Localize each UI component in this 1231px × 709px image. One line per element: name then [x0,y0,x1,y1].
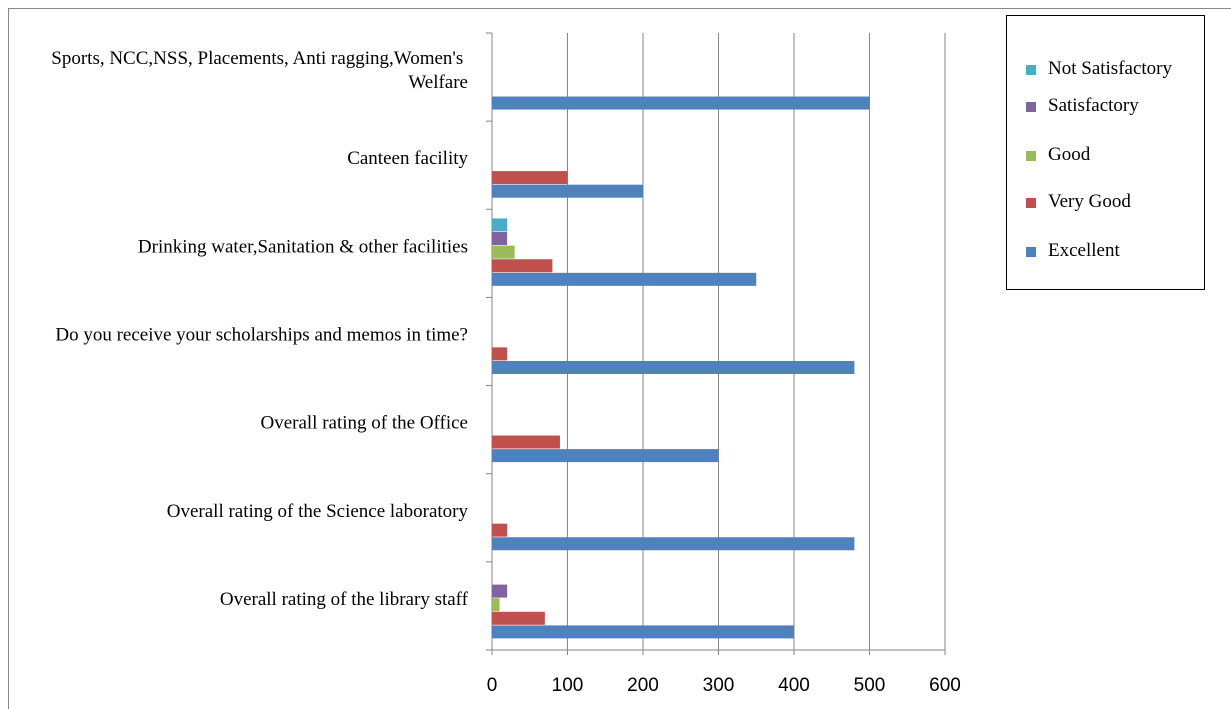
category-label: Do you receive your scholarships and mem… [55,325,468,346]
bar [492,232,508,246]
legend-swatch [1026,65,1036,75]
frame [8,8,1231,709]
bar [492,435,560,449]
x-tick-label: 300 [703,675,735,696]
bar [492,611,545,625]
category-label: Overall rating of the library staff [220,589,469,610]
category-label: Canteen facility [347,149,468,170]
bar [492,171,568,185]
bar [492,245,515,259]
bar [492,259,553,273]
bar [492,184,643,198]
legend-box [1006,15,1205,290]
legend-label: Excellent [1048,240,1120,261]
legend-swatch [1026,102,1036,112]
bar [492,537,855,551]
legend-label: Very Good [1048,191,1131,212]
x-tick-label: 400 [778,675,810,696]
bar [492,218,508,232]
bar [492,584,508,598]
bar [492,523,508,537]
category-label: Overall rating of the Office [260,413,468,434]
category-label: Overall rating of the Science laboratory [167,501,469,522]
category-label: Drinking water,Sanitation & other facili… [138,237,468,258]
x-tick-label: 600 [929,675,961,696]
legend-swatch [1026,151,1036,161]
x-tick-label: 500 [854,675,886,696]
bar [492,449,719,463]
bar [492,347,508,361]
bar [492,598,500,612]
bar [492,625,794,639]
legend-label: Satisfactory [1048,95,1139,116]
bar [492,272,757,286]
legend-label: Good [1048,144,1091,165]
x-tick-label: 100 [552,675,584,696]
bar [492,96,870,110]
x-tick-label: 200 [627,675,659,696]
legend-swatch [1026,247,1036,257]
legend-label: Not Satisfactory [1048,58,1173,79]
legend-swatch [1026,198,1036,208]
x-tick-label: 0 [487,675,498,696]
category-label: Sports, NCC,NSS, Placements, Anti raggin… [51,48,468,93]
bar [492,360,855,374]
